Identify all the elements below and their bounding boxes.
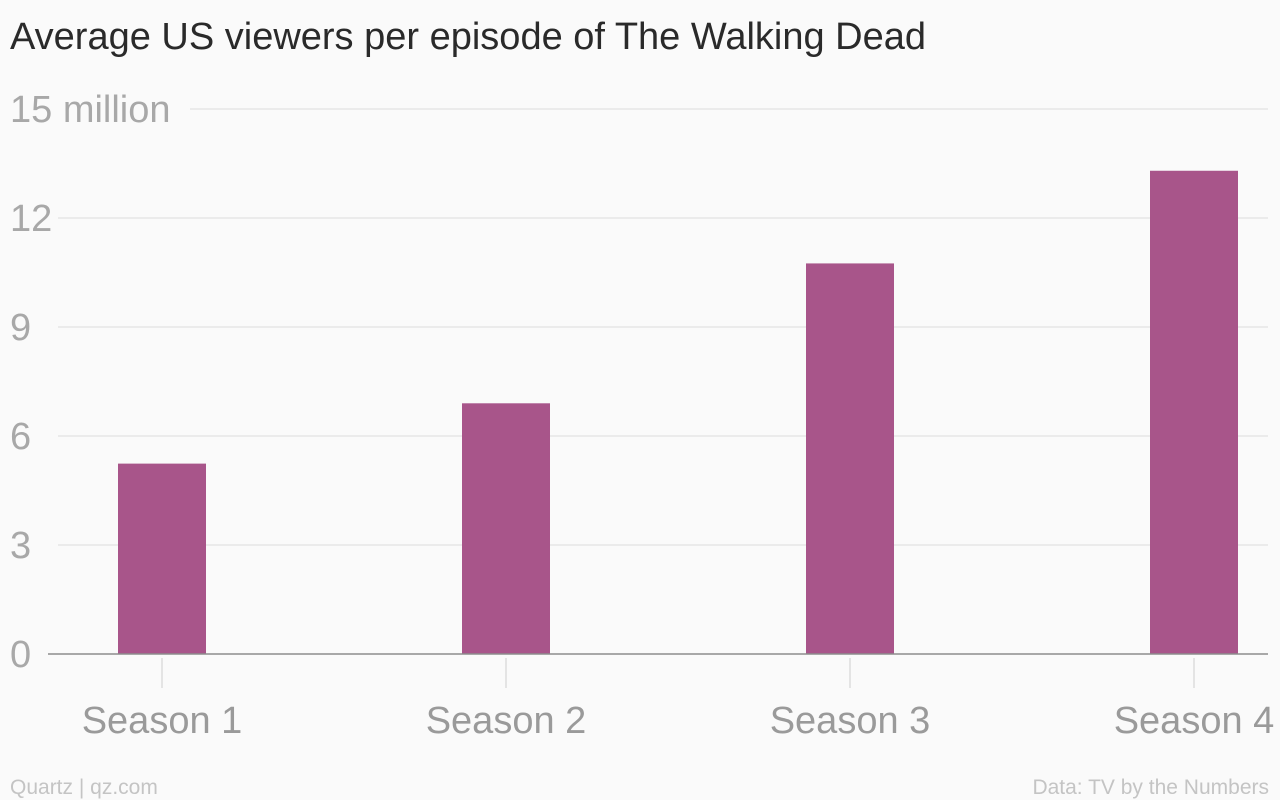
y-tick-label-0: 0 — [10, 634, 31, 676]
chart-title: Average US viewers per episode of The Wa… — [10, 16, 926, 58]
bar-season-4 — [1150, 170, 1238, 654]
x-axis-tick-labels: Season 1 Season 2 Season 3 Season 4 — [82, 700, 1275, 742]
data-source: Data: TV by the Numbers — [1032, 776, 1269, 799]
source-credit: Quartz | qz.com — [10, 776, 158, 799]
x-tick-label-season-3: Season 3 — [770, 700, 931, 742]
x-axis — [48, 653, 1268, 688]
x-tick-label-season-2: Season 2 — [426, 700, 587, 742]
x-tick-label-season-4: Season 4 — [1114, 700, 1275, 742]
bars — [118, 170, 1238, 654]
y-tick-label-3: 3 — [10, 525, 31, 567]
y-tick-label-6: 6 — [10, 416, 31, 458]
bar-season-2 — [462, 403, 550, 654]
gridlines — [58, 108, 1268, 546]
bar-season-3 — [806, 263, 894, 654]
y-tick-label-12: 12 — [10, 198, 52, 240]
y-tick-label-15: 15 million — [10, 89, 171, 131]
y-tick-label-9: 9 — [10, 307, 31, 349]
y-axis-tick-labels: 0 3 6 9 12 15 million — [10, 89, 171, 676]
bar-season-1 — [118, 463, 206, 654]
x-tick-label-season-1: Season 1 — [82, 700, 243, 742]
